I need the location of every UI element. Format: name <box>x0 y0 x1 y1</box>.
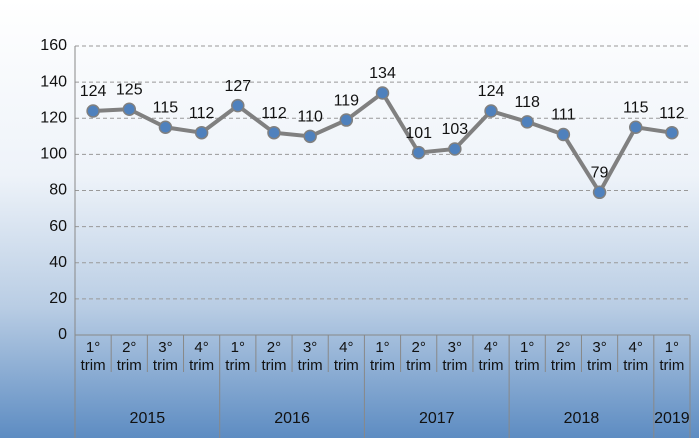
data-point <box>339 113 354 127</box>
y-tick-label: 0 <box>58 326 67 343</box>
data-label: 112 <box>261 105 287 122</box>
data-label: 119 <box>334 92 360 109</box>
x-tick-label: 3° trim <box>442 339 468 374</box>
data-point <box>231 98 245 113</box>
x-tick-label: 1° trim <box>369 339 395 374</box>
data-label: 111 <box>551 107 575 124</box>
x-tick-label: 2° trim <box>550 339 576 374</box>
data-label: 125 <box>116 81 143 98</box>
data-point <box>484 104 498 118</box>
year-label: 2017 <box>418 410 455 427</box>
data-label: 112 <box>189 105 215 122</box>
data-point <box>411 145 426 160</box>
x-tick-label: 4° trim <box>623 339 649 374</box>
data-point <box>628 120 643 135</box>
x-tick-label: 2° trim <box>116 339 142 374</box>
x-tick-label: 4° trim <box>189 339 215 374</box>
year-label: 2018 <box>563 410 600 427</box>
y-tick-label: 60 <box>49 218 67 235</box>
x-tick-label: 4° trim <box>478 339 504 374</box>
y-tick-label: 20 <box>49 290 67 307</box>
data-label: 115 <box>623 100 649 117</box>
data-point <box>375 86 390 100</box>
year-label: 2016 <box>274 410 310 427</box>
data-label: 79 <box>591 165 609 182</box>
data-label: 115 <box>153 100 179 117</box>
y-tick-label: 140 <box>40 73 67 90</box>
data-label: 103 <box>442 121 469 138</box>
x-tick-label: 1° trim <box>659 339 685 374</box>
x-tick-label: 2° trim <box>261 339 287 374</box>
data-label: 127 <box>224 78 251 95</box>
y-tick-label: 160 <box>40 37 67 54</box>
data-label: 110 <box>297 109 323 126</box>
x-tick-label: 2° trim <box>406 339 432 374</box>
data-label: 124 <box>478 83 505 100</box>
data-point <box>592 185 607 200</box>
data-label: 118 <box>514 94 540 111</box>
data-point <box>556 127 571 142</box>
data-line <box>92 90 673 197</box>
y-tick-label: 100 <box>40 146 67 163</box>
data-point <box>122 102 137 116</box>
y-tick-label: 80 <box>49 182 67 199</box>
x-tick-label: 1° trim <box>514 339 540 374</box>
data-point <box>303 129 317 144</box>
y-tick-label: 40 <box>49 254 67 271</box>
data-point <box>158 120 173 135</box>
data-point <box>194 125 209 140</box>
year-label: 2015 <box>129 410 166 427</box>
x-tick-label: 3° trim <box>587 339 613 374</box>
data-label: 134 <box>369 65 396 82</box>
year-label: 2019 <box>654 410 690 427</box>
data-point <box>267 125 281 140</box>
x-tick-label: 1° trim <box>80 339 106 374</box>
data-point <box>448 142 462 156</box>
data-point <box>520 115 534 129</box>
y-tick-label: 120 <box>40 109 67 126</box>
data-label: 112 <box>659 105 685 122</box>
x-tick-label: 1° trim <box>225 339 251 374</box>
data-label: 101 <box>405 125 432 142</box>
x-tick-label: 3° trim <box>297 339 323 374</box>
data-label: 124 <box>80 83 107 100</box>
x-tick-label: 3° trim <box>152 339 178 374</box>
data-point <box>665 125 679 140</box>
data-point <box>86 104 100 118</box>
x-tick-label: 4° trim <box>333 339 359 374</box>
